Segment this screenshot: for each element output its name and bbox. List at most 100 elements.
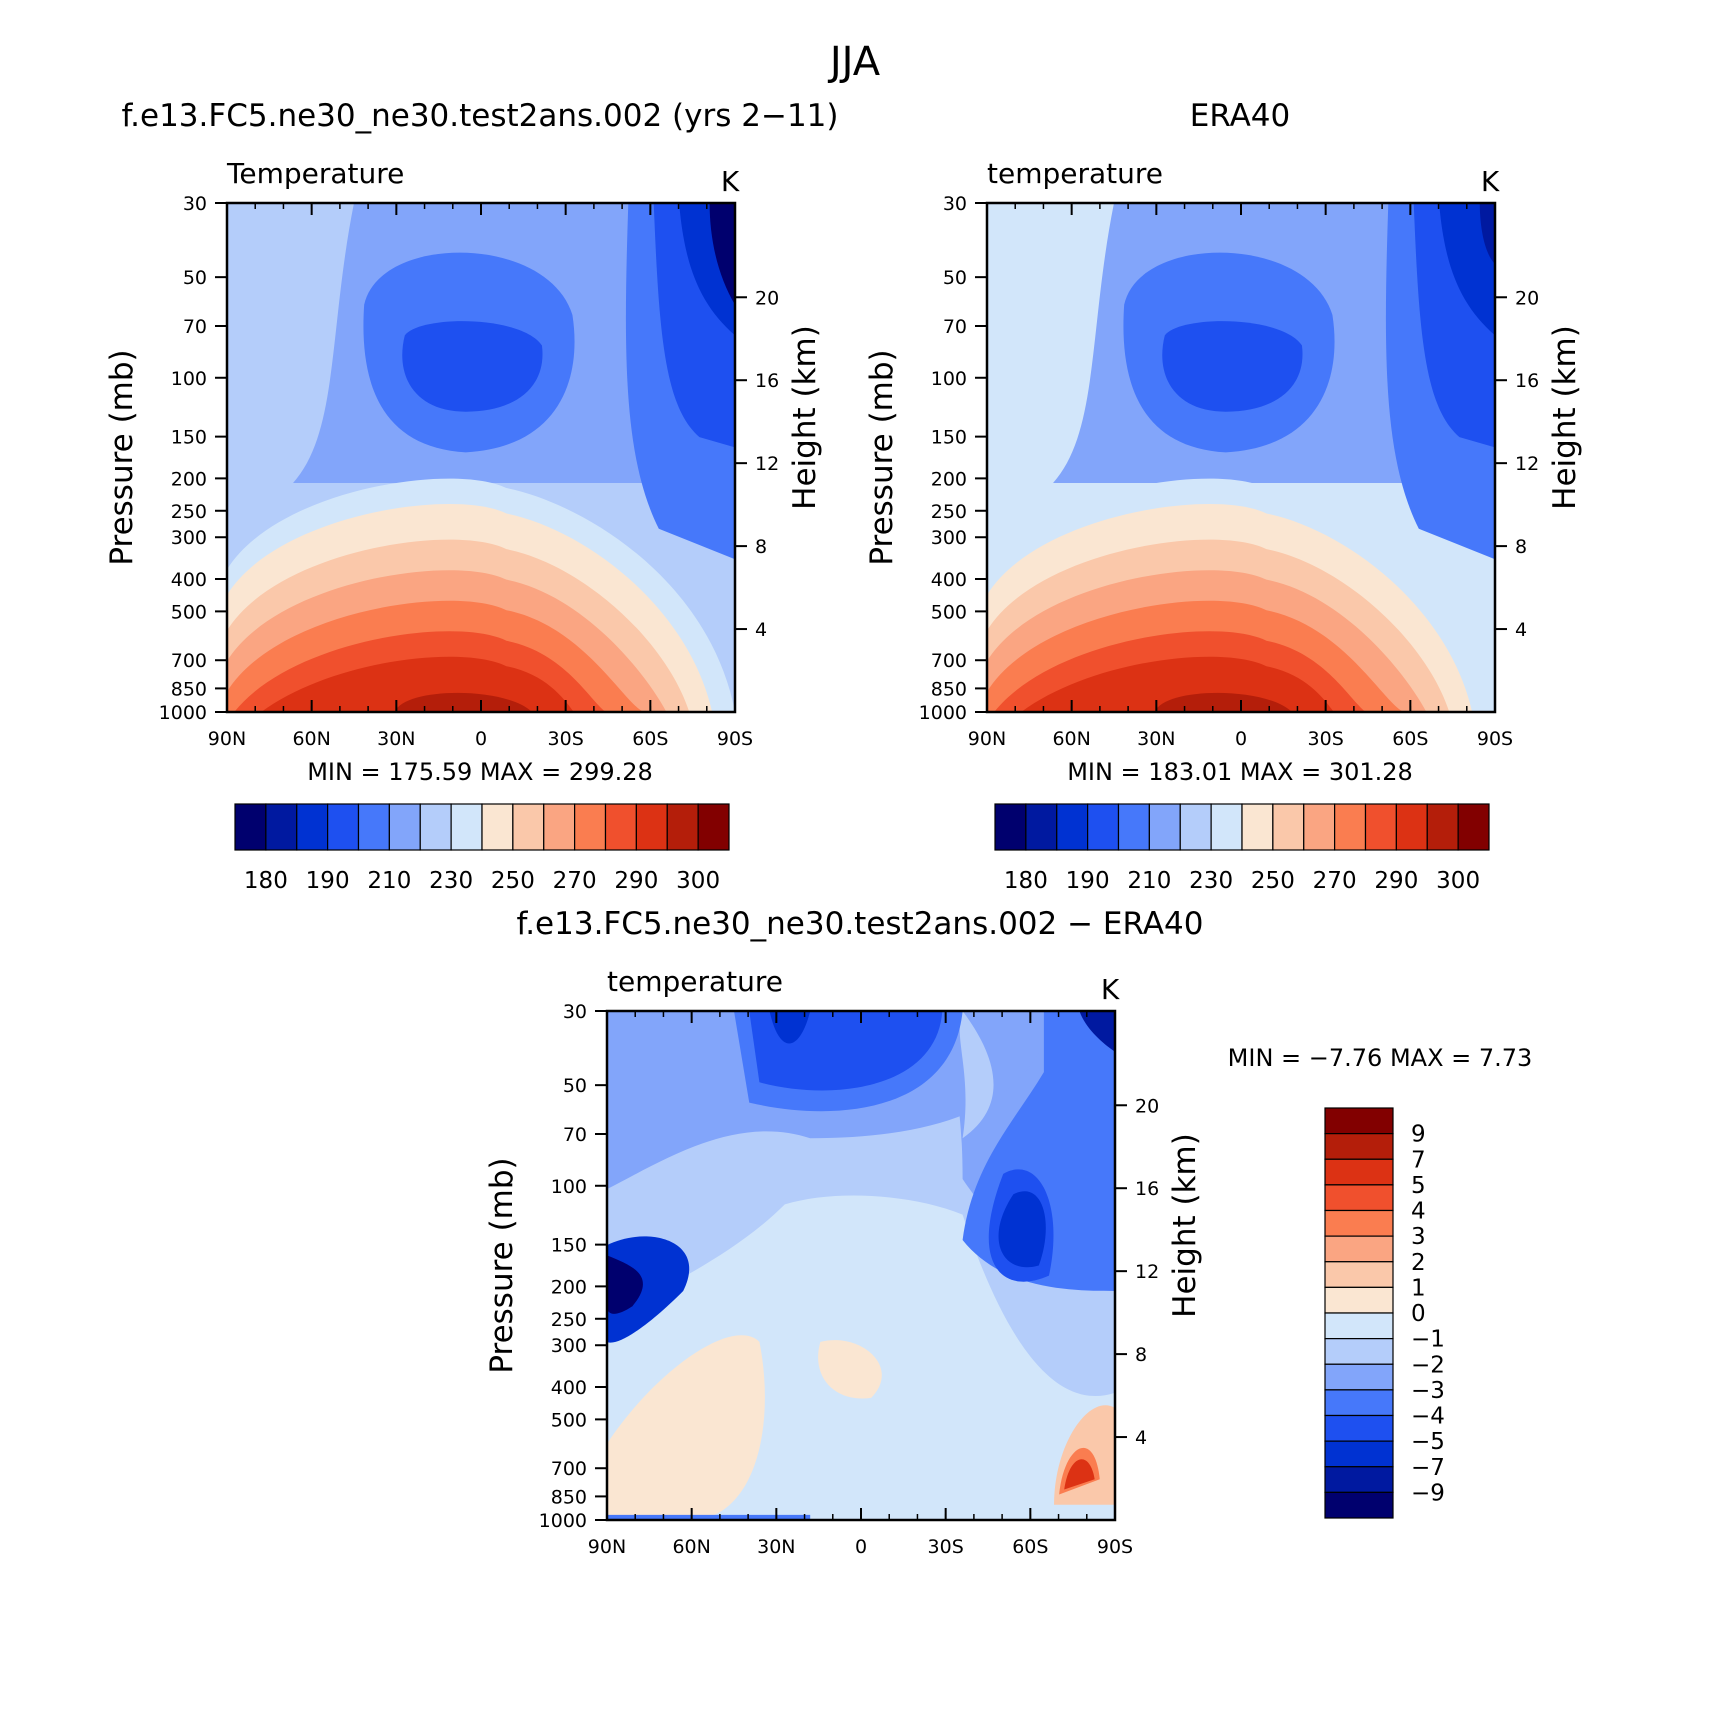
y-tick-label: 100 <box>551 1176 587 1198</box>
y-tick-label: 500 <box>551 1409 587 1431</box>
x-tick-label: 30N <box>377 728 415 750</box>
y-tick-label: 200 <box>931 468 967 490</box>
colorbar-swatch <box>1324 1414 1394 1442</box>
colorbar-label: 210 <box>1127 868 1171 894</box>
y-tick-label: 250 <box>931 501 967 523</box>
colorbar-label: 3 <box>1411 1224 1426 1250</box>
x-tick-label: 60N <box>672 1536 710 1558</box>
y-tick-label: 1000 <box>159 702 207 724</box>
colorbar-swatch <box>1241 803 1274 851</box>
y-tick-label: 250 <box>171 501 207 523</box>
colorbar-swatch <box>234 803 267 851</box>
height-axis-label: Height (km) <box>787 325 823 510</box>
contour-band <box>607 1255 643 1314</box>
colorbar-swatch <box>1210 803 1243 851</box>
x-tick-label: 0 <box>855 1536 867 1558</box>
colorbar-label: 290 <box>1374 868 1418 894</box>
x-tick-label: 30S <box>548 728 584 750</box>
colorbar-label: 5 <box>1411 1173 1426 1199</box>
panel-difference: f.e13.FC5.ne30_ne30.test2ans.002 − ERA40… <box>484 906 1532 1558</box>
colorbar-swatch <box>1324 1107 1394 1135</box>
height-tick-label: 16 <box>755 370 779 392</box>
colorbar-label: 2 <box>1411 1250 1426 1276</box>
contour-field <box>987 203 1495 712</box>
units-label: K <box>721 165 740 198</box>
contour-field <box>607 1011 1115 1520</box>
colorbar-swatch <box>419 803 452 851</box>
contour-band <box>1439 203 1495 336</box>
contour-band <box>394 692 532 712</box>
panel-subtitle: ERA40 <box>1190 98 1291 134</box>
colorbar-label: 180 <box>244 868 288 894</box>
y-tick-label: 50 <box>563 1075 587 1097</box>
colorbar-label: 180 <box>1004 868 1048 894</box>
y-tick-label: 300 <box>171 527 207 549</box>
colorbar-label: 270 <box>1313 868 1357 894</box>
y-tick-label: 50 <box>183 267 207 289</box>
y-tick-label: 30 <box>183 193 207 215</box>
colorbar-swatch <box>1303 803 1336 851</box>
colorbar-swatch <box>574 803 607 851</box>
y-tick-label: 150 <box>931 427 967 449</box>
x-tick-label: 60S <box>1392 728 1428 750</box>
figure-title: JJA <box>827 39 881 85</box>
height-tick-label: 20 <box>1135 1095 1159 1117</box>
contour-band <box>709 203 735 305</box>
colorbar-swatch <box>1025 803 1058 851</box>
y-tick-label: 1000 <box>539 1510 587 1532</box>
colorbar-label: 1 <box>1411 1275 1426 1301</box>
y-tick-label: 1000 <box>919 702 967 724</box>
colorbar-swatch <box>450 803 483 851</box>
contour-band <box>998 1191 1046 1268</box>
height-axis-label: Height (km) <box>1167 1133 1203 1318</box>
colorbar-swatch <box>1056 803 1089 851</box>
y-tick-label: 850 <box>931 678 967 700</box>
height-tick-label: 4 <box>1515 619 1527 641</box>
x-tick-label: 60N <box>292 728 330 750</box>
colorbar-label: 9 <box>1411 1122 1426 1148</box>
colorbar-swatch <box>388 803 421 851</box>
y-tick-label: 200 <box>171 468 207 490</box>
colorbar-label: −2 <box>1411 1352 1445 1378</box>
colorbar-swatch <box>265 803 298 851</box>
colorbar-label: 190 <box>306 868 350 894</box>
colorbar-swatch <box>481 803 514 851</box>
colorbar-swatch <box>1148 803 1181 851</box>
colorbar-label: 7 <box>1411 1147 1426 1173</box>
panel-era40: ERA40 temperature K 90N 60N 30N 0 30S 60S 90S 30 50… <box>864 98 1583 786</box>
colorbar-swatch <box>1364 803 1397 851</box>
colorbar-swatch <box>1324 1389 1394 1417</box>
colorbar-swatch <box>1324 1440 1394 1468</box>
y-tick-label: 70 <box>943 316 967 338</box>
min-max-stats: MIN = −7.76 MAX = 7.73 <box>1228 1044 1533 1072</box>
colorbar-swatch <box>1087 803 1120 851</box>
y-tick-label: 400 <box>171 569 207 591</box>
colorbar-model: 180 190 210 230 250 270 290 300 <box>234 803 730 894</box>
colorbar-label: 250 <box>491 868 535 894</box>
x-tick-label: 30N <box>757 1536 795 1558</box>
min-max-stats: MIN = 183.01 MAX = 301.28 <box>1067 758 1413 786</box>
colorbar-label: −9 <box>1411 1480 1445 1506</box>
height-tick-label: 8 <box>755 536 767 558</box>
height-tick-label: 16 <box>1135 1178 1159 1200</box>
variable-label: Temperature <box>226 157 404 190</box>
y-axis-label: Pressure (mb) <box>104 349 140 565</box>
variable-label: temperature <box>987 157 1163 190</box>
panel-subtitle: f.e13.FC5.ne30_ne30.test2ans.002 (yrs 2−… <box>122 98 839 134</box>
x-tick-label: 30N <box>1137 728 1175 750</box>
x-tick-label: 90N <box>208 728 246 750</box>
y-tick-label: 30 <box>943 193 967 215</box>
height-tick-label: 12 <box>1515 453 1539 475</box>
x-tick-label: 60N <box>1052 728 1090 750</box>
contour-band <box>607 1514 811 1520</box>
colorbar-label: 4 <box>1411 1199 1426 1225</box>
colorbar-label: −1 <box>1411 1327 1445 1353</box>
colorbar-swatch <box>1324 1491 1394 1519</box>
colorbar-swatch <box>1324 1235 1394 1263</box>
colorbar-swatch <box>543 803 576 851</box>
y-tick-label: 700 <box>551 1458 587 1480</box>
colorbar-swatch <box>697 803 730 851</box>
y-tick-label: 500 <box>931 601 967 623</box>
colorbar-label: 210 <box>367 868 411 894</box>
y-tick-label: 100 <box>931 368 967 390</box>
